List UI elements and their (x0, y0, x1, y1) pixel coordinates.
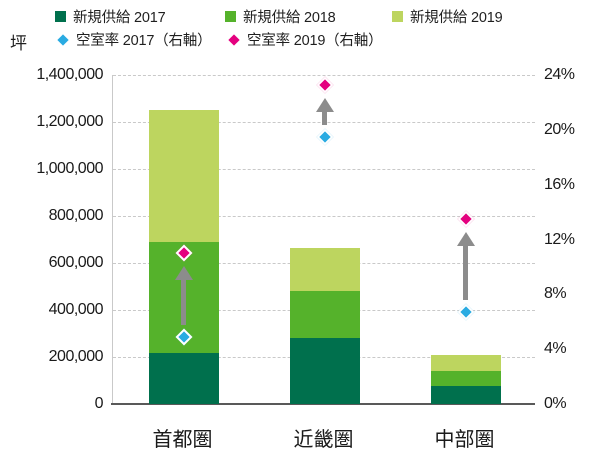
left-axis-tick: 1,000,000 (36, 160, 103, 177)
left-axis-tick: 0 (94, 395, 104, 412)
arrow-shaft (322, 111, 327, 125)
legend-swatch-supply-2017 (55, 11, 66, 22)
left-axis-tick: 600,000 (48, 254, 104, 271)
right-axis-tick: 24% (544, 66, 575, 83)
legend-item-vacancy-2017: 空室率 2017（右軸） (57, 29, 212, 50)
legend-label-vacancy-2019: 空室率 2019（右軸） (247, 33, 383, 49)
legend-item-supply-2019: 新規供給 2019 (392, 6, 503, 27)
marker-vacancy-2019-kinkiken (316, 76, 333, 94)
left-axis-tick: 200,000 (48, 348, 104, 365)
legend-swatch-supply-2018 (225, 11, 236, 22)
x-axis-label-kinkiken: 近畿圏 (293, 429, 354, 451)
left-axis-tick: 800,000 (48, 207, 104, 224)
right-axis-tick: 20% (544, 120, 575, 138)
arrow-head-icon (315, 97, 334, 112)
marker-vacancy-2019-chubuken (457, 210, 474, 228)
legend-label-vacancy-2017: 空室率 2017（右軸） (76, 33, 212, 49)
right-axis-tick: 16% (544, 175, 575, 193)
trend-arrow-shutoken (174, 266, 193, 325)
gridline-1000000 (113, 169, 535, 170)
bar-supply-2019-kinkiken (289, 247, 360, 292)
left-axis-tick: 1,400,000 (36, 66, 103, 83)
right-axis-tick: 0% (544, 395, 567, 412)
bar-supply-2017-kinkiken (289, 338, 360, 404)
legend-item-supply-2018: 新規供給 2018 (225, 6, 336, 27)
marker-vacancy-2017-kinkiken (316, 128, 333, 146)
legend-item-vacancy-2019: 空室率 2019（右軸） (228, 29, 383, 50)
bar-supply-2019-chubuken (430, 354, 501, 372)
legend-label-supply-2019: 新規供給 2019 (410, 10, 503, 26)
left-axis-tick: 400,000 (48, 301, 104, 318)
legend-label-supply-2018: 新規供給 2018 (243, 10, 336, 26)
x-axis-label-shutoken: 首都圏 (152, 429, 213, 451)
left-axis-unit-label: 坪 (10, 34, 27, 53)
gridline-800000 (113, 216, 535, 217)
legend-item-supply-2017: 新規供給 2017 (55, 6, 166, 27)
bar-supply-2017-shutoken (148, 353, 219, 404)
right-axis-tick: 4% (544, 340, 567, 358)
marker-vacancy-2017-chubuken (457, 303, 474, 321)
trend-arrow-kinkiken (315, 97, 334, 125)
x-axis-line (111, 403, 535, 405)
right-axis-tick: 8% (544, 285, 567, 303)
bar-supply-2019-shutoken (148, 110, 219, 242)
x-axis-label-chubuken: 中部圏 (434, 429, 495, 451)
arrow-shaft (463, 245, 468, 301)
right-axis-tick: 12% (544, 230, 575, 248)
trend-arrow-chubuken (456, 231, 475, 301)
gridline-1400000 (113, 75, 535, 76)
legend-diamond-vacancy-2019 (228, 33, 240, 46)
legend-label-supply-2017: 新規供給 2017 (73, 10, 166, 26)
left-axis-tick: 1,200,000 (36, 113, 103, 130)
bar-supply-2018-chubuken (430, 371, 501, 387)
arrow-shaft (181, 280, 186, 325)
legend-diamond-vacancy-2017 (57, 33, 69, 46)
arrow-head-icon (456, 231, 475, 246)
bar-supply-2018-kinkiken (289, 291, 360, 339)
plot-area (111, 75, 535, 405)
legend-swatch-supply-2019 (392, 11, 403, 22)
arrow-head-icon (174, 266, 193, 281)
bar-supply-2017-chubuken (430, 386, 501, 404)
